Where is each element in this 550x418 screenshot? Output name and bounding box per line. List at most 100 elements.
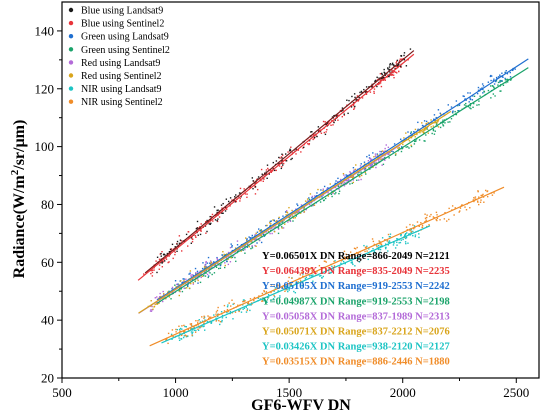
- data-point: [278, 165, 281, 167]
- data-point: [478, 196, 480, 198]
- data-point: [191, 279, 194, 281]
- data-point: [511, 69, 514, 72]
- data-point: [203, 325, 205, 327]
- data-point: [178, 337, 180, 339]
- data-point: [222, 212, 224, 214]
- data-point: [295, 208, 297, 210]
- data-point: [340, 184, 342, 187]
- legend-label: NIR using Sentinel2: [81, 97, 163, 108]
- data-point: [457, 104, 459, 107]
- data-point: [205, 260, 207, 263]
- data-point: [178, 235, 181, 237]
- data-point: [312, 274, 314, 276]
- data-point: [174, 253, 176, 256]
- data-point: [288, 206, 290, 209]
- data-point: [379, 251, 381, 254]
- data-point: [342, 260, 345, 263]
- data-point: [376, 245, 378, 248]
- data-point: [215, 215, 217, 217]
- data-point: [478, 104, 480, 106]
- data-point: [400, 58, 402, 60]
- data-point: [392, 64, 395, 66]
- data-point: [441, 122, 444, 124]
- data-point: [181, 328, 183, 330]
- data-point: [324, 197, 327, 200]
- data-point: [194, 280, 196, 283]
- data-point: [450, 117, 453, 120]
- data-point: [334, 260, 336, 262]
- data-point: [332, 269, 335, 271]
- data-point: [161, 251, 163, 253]
- data-point: [376, 85, 378, 88]
- data-point: [436, 219, 438, 222]
- data-point: [326, 122, 329, 124]
- data-point: [374, 162, 376, 165]
- data-point: [299, 212, 302, 214]
- data-point: [396, 59, 399, 62]
- data-point: [381, 158, 384, 160]
- data-point: [399, 241, 402, 244]
- data-point: [223, 253, 225, 256]
- data-point: [190, 274, 192, 276]
- data-point: [304, 200, 307, 202]
- data-point: [462, 95, 464, 97]
- data-point: [203, 317, 205, 319]
- data-point: [370, 159, 372, 162]
- data-point: [313, 137, 315, 140]
- data-point: [490, 75, 493, 77]
- data-point: [389, 151, 391, 154]
- data-point: [251, 177, 254, 179]
- data-point: [269, 224, 271, 227]
- data-point: [260, 230, 263, 232]
- y-tick-label: 140: [35, 23, 55, 38]
- data-point: [224, 262, 226, 264]
- data-point: [346, 174, 349, 177]
- data-point: [184, 325, 186, 328]
- legend-label: NIR using Landsat9: [81, 84, 162, 95]
- data-point: [316, 271, 318, 273]
- data-point: [229, 261, 232, 263]
- data-point: [393, 143, 396, 145]
- data-point: [265, 224, 267, 227]
- data-point: [277, 228, 280, 230]
- data-point: [406, 229, 409, 231]
- data-point: [191, 240, 194, 243]
- y-tick-label: 40: [41, 313, 54, 328]
- data-point: [481, 87, 483, 89]
- data-point: [225, 198, 228, 200]
- data-point: [309, 275, 311, 277]
- data-point: [379, 153, 381, 155]
- data-point: [426, 128, 428, 130]
- data-point: [246, 243, 249, 245]
- data-point: [329, 272, 332, 274]
- data-point: [505, 70, 507, 72]
- data-point: [403, 137, 405, 139]
- data-point: [281, 226, 283, 228]
- data-point: [352, 103, 355, 106]
- data-point: [204, 329, 206, 331]
- data-point: [261, 292, 264, 295]
- data-point: [180, 240, 183, 242]
- data-point: [358, 179, 360, 181]
- data-point: [248, 303, 250, 305]
- data-point: [253, 296, 256, 299]
- data-point: [474, 198, 476, 200]
- data-point: [285, 153, 287, 155]
- data-point: [506, 81, 509, 83]
- data-point: [206, 321, 209, 323]
- data-point: [361, 97, 364, 99]
- data-point: [370, 165, 372, 167]
- data-point: [398, 63, 400, 66]
- data-point: [414, 235, 417, 238]
- fit-line: [149, 186, 505, 347]
- data-point: [454, 110, 456, 113]
- data-point: [325, 261, 327, 263]
- data-point: [343, 114, 346, 116]
- data-point: [384, 243, 387, 245]
- data-point: [340, 110, 343, 112]
- data-point: [272, 298, 275, 300]
- data-point: [199, 281, 202, 284]
- data-point: [197, 279, 199, 282]
- data-point: [312, 138, 314, 141]
- data-point: [216, 257, 218, 260]
